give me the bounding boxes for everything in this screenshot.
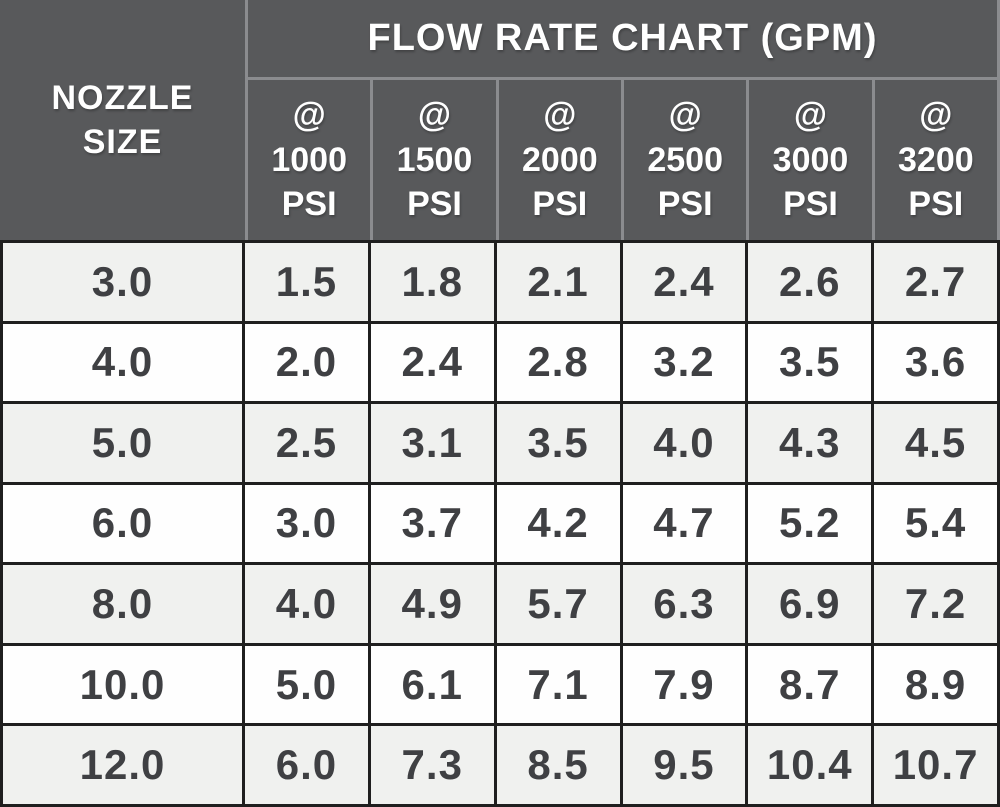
- pressure-header-symbol: @: [668, 95, 702, 134]
- flow-rate-cell: 3.0: [245, 484, 368, 563]
- flow-rate-cell: 10.4: [748, 726, 872, 804]
- flow-rate-cell: 3.5: [496, 404, 620, 482]
- pressure-header-symbol: @: [919, 95, 953, 134]
- pressure-header-cell-3000: @3000 PSI: [746, 80, 871, 240]
- flow-rate-cell: 2.5: [245, 404, 368, 482]
- pressure-header-unit: PSI: [783, 185, 838, 224]
- flow-rate-cell: 5.2: [748, 484, 872, 563]
- flow-rate-cell: 3.7: [370, 484, 494, 563]
- table-header: NOZZLE SIZE FLOW RATE CHART (GPM) @1000 P…: [0, 0, 1000, 240]
- flow-rate-cell: 2.1: [496, 243, 620, 321]
- flow-rate-cell: 1.8: [370, 243, 494, 321]
- nozzle-size-header: NOZZLE SIZE: [0, 0, 245, 240]
- flow-rate-cell: 2.4: [622, 243, 746, 321]
- flow-rate-cell: 6.0: [245, 726, 368, 804]
- flow-rate-cell: 7.9: [622, 645, 746, 724]
- flow-rate-cell: 6.9: [748, 565, 872, 643]
- flow-rate-cell: 5.7: [496, 565, 620, 643]
- flow-rate-cell: 2.0: [245, 323, 368, 402]
- flow-rate-cell: 6.1: [370, 645, 494, 724]
- flow-rate-cell: 4.2: [496, 484, 620, 563]
- nozzle-size-cell: 4.0: [3, 323, 242, 402]
- flow-rate-cell: 8.5: [496, 726, 620, 804]
- flow-rate-cell: 9.5: [622, 726, 746, 804]
- pressure-header-pressure: 3200: [898, 140, 974, 179]
- pressure-header-symbol: @: [793, 95, 828, 134]
- pressure-header-cell-1500: @1500 PSI: [370, 80, 495, 240]
- nozzle-size-cell: 3.0: [3, 243, 242, 321]
- flow-rate-cell: 4.3: [748, 404, 872, 482]
- pressure-header-pressure: 1000: [271, 140, 347, 179]
- flow-rate-cell: 4.0: [245, 565, 368, 643]
- pressure-header-symbol: @: [292, 95, 326, 134]
- pressure-header-cell-1000: @1000 PSI: [245, 80, 370, 240]
- pressure-header-unit: PSI: [407, 185, 462, 224]
- flow-rate-cell: 4.9: [370, 565, 494, 643]
- flow-rate-cell: 7.2: [874, 565, 997, 643]
- nozzle-size-cell: 5.0: [3, 404, 242, 482]
- pressure-header-cell-3200: @3200 PSI: [871, 80, 997, 240]
- flow-rate-cell: 3.2: [622, 323, 746, 402]
- pressure-header-pressure: 2500: [647, 140, 723, 179]
- pressure-header-pressure: 2000: [522, 140, 598, 179]
- flow-rate-cell: 4.7: [622, 484, 746, 563]
- flow-rate-cell: 2.6: [748, 243, 872, 321]
- pressure-header-symbol: @: [417, 95, 452, 134]
- flow-rate-cell: 5.0: [245, 645, 368, 724]
- nozzle-size-cell: 10.0: [3, 645, 242, 724]
- flow-rate-cell: 4.5: [874, 404, 997, 482]
- pressure-header-cell-2000: @2000 PSI: [495, 80, 621, 240]
- pressure-header-pressure: 1500: [396, 140, 473, 179]
- flow-rate-cell: 6.3: [622, 565, 746, 643]
- flow-rate-cell: 5.4: [874, 484, 997, 563]
- flow-rate-cell: 3.5: [748, 323, 872, 402]
- pressure-header-unit: PSI: [281, 185, 337, 224]
- pressure-header-unit: PSI: [657, 185, 713, 224]
- pressure-header-symbol: @: [543, 95, 577, 134]
- flow-rate-cell: 4.0: [622, 404, 746, 482]
- flow-rate-cell: 3.6: [874, 323, 997, 402]
- nozzle-size-cell: 8.0: [3, 565, 242, 643]
- pressure-header-cell-2500: @2500 PSI: [621, 80, 746, 240]
- flow-rate-cell: 8.7: [748, 645, 872, 724]
- flow-rate-cell: 10.7: [874, 726, 997, 804]
- flow-rate-cell: 3.1: [370, 404, 494, 482]
- nozzle-size-cell: 6.0: [3, 484, 242, 563]
- pressure-header-unit: PSI: [908, 185, 964, 224]
- nozzle-size-header-line2: SIZE: [82, 123, 163, 161]
- flow-rate-cell: 8.9: [874, 645, 997, 724]
- flow-rate-cell: 7.3: [370, 726, 494, 804]
- pressure-header-unit: PSI: [532, 185, 588, 224]
- flow-rate-cell: 1.5: [245, 243, 368, 321]
- nozzle-size-cell: 12.0: [3, 726, 242, 804]
- table-body: 3.0 1.5 1.8 2.1 2.4 2.6 2.7 4.0 2.0 2.4 2.8 3.2 3.5 3…: [0, 240, 1000, 807]
- table-title: FLOW RATE CHART (GPM): [245, 0, 997, 80]
- flow-rate-cell: 2.8: [496, 323, 620, 402]
- flow-rate-cell: 2.4: [370, 323, 494, 402]
- nozzle-size-header-line1: NOZZLE: [51, 78, 194, 117]
- flow-rate-cell: 2.7: [874, 243, 997, 321]
- flow-rate-cell: 7.1: [496, 645, 620, 724]
- pressure-header-pressure: 3000: [772, 140, 849, 179]
